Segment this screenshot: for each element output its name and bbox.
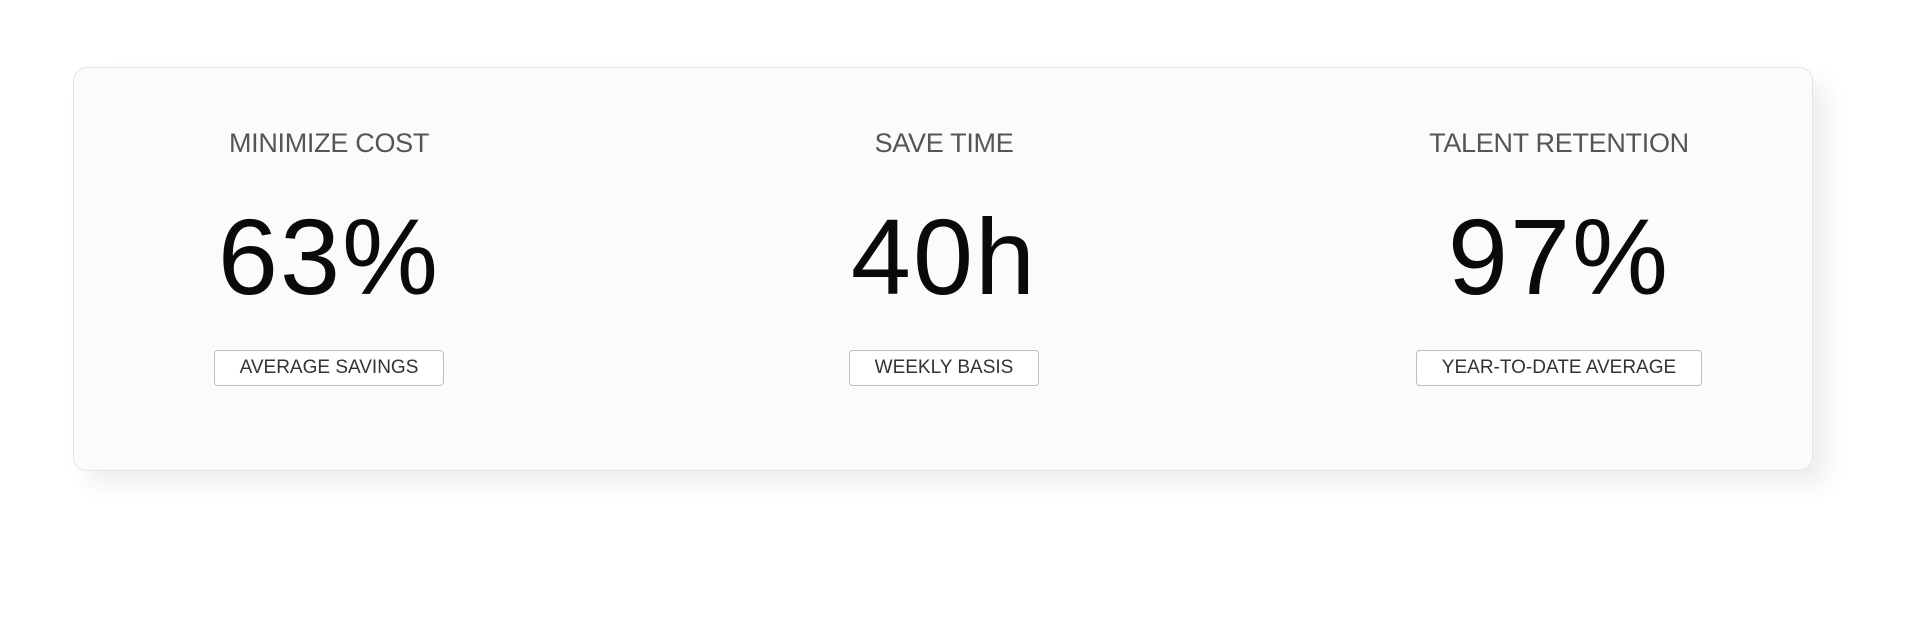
stat-value: 63% bbox=[217, 196, 441, 317]
stat-minimize-cost: MINIMIZE COST 63% AVERAGE SAVINGS bbox=[69, 68, 589, 470]
stat-badge: YEAR-TO-DATE AVERAGE bbox=[1415, 350, 1703, 386]
stat-label: MINIMIZE COST bbox=[228, 128, 430, 158]
stat-label: TALENT RETENTION bbox=[1429, 128, 1689, 158]
stat-save-time: SAVE TIME 40h WEEKLY BASIS bbox=[684, 68, 1204, 470]
stat-badge: WEEKLY BASIS bbox=[848, 350, 1040, 386]
stats-card: MINIMIZE COST 63% AVERAGE SAVINGS SAVE T… bbox=[73, 67, 1813, 471]
stat-talent-retention: TALENT RETENTION 97% YEAR-TO-DATE AVERAG… bbox=[1299, 68, 1819, 470]
stat-label: SAVE TIME bbox=[874, 128, 1014, 158]
stat-badge: AVERAGE SAVINGS bbox=[213, 350, 445, 386]
stat-value: 97% bbox=[1447, 196, 1671, 317]
stat-value: 40h bbox=[850, 196, 1038, 317]
